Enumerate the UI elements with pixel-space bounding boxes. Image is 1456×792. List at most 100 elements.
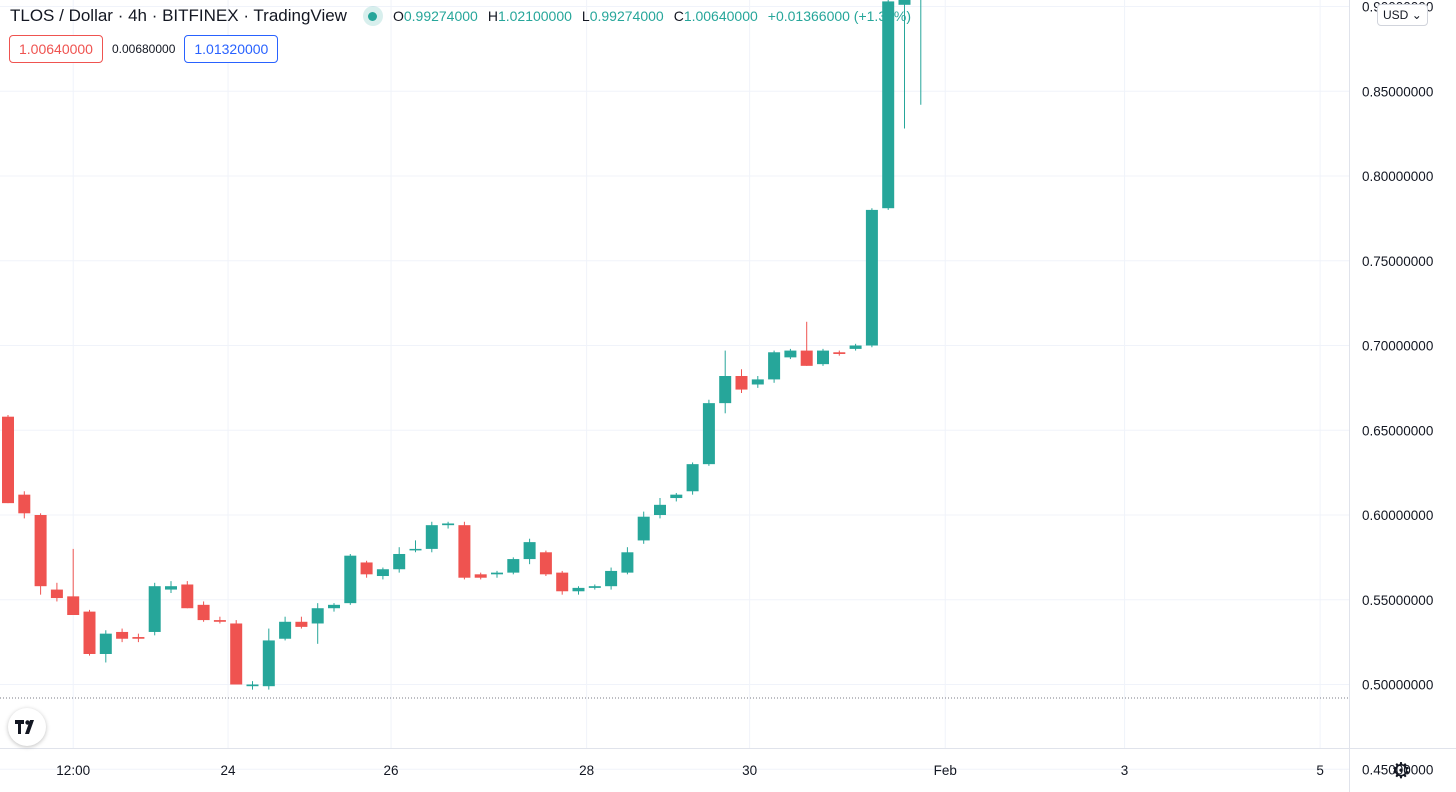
candle-body (213, 620, 226, 622)
x-tick-label: 5 (1316, 763, 1324, 778)
candle-body (311, 608, 324, 624)
candle-body (637, 516, 650, 541)
candle-body (295, 621, 308, 627)
candle-body (621, 552, 634, 573)
candle-body (34, 515, 47, 587)
currency-selector[interactable]: USD ⌄ (1377, 4, 1428, 26)
candle-body (898, 0, 911, 5)
candle-body (670, 494, 683, 499)
candle (702, 399, 715, 466)
candle-body (784, 350, 797, 358)
candle (458, 521, 471, 580)
candle (83, 609, 96, 656)
high-value: 1.02100000 (497, 8, 572, 24)
candle (360, 560, 373, 578)
candle (311, 603, 324, 644)
candle (328, 603, 340, 612)
candle-body (719, 376, 732, 404)
candle (132, 633, 145, 643)
price-axis[interactable]: 0.45000000 0.50000000 0.55000000 0.60000000… (1349, 0, 1434, 792)
candle (230, 620, 243, 685)
buy-button[interactable]: 1.01320000 (184, 35, 279, 63)
x-tick-label: Feb (934, 763, 957, 778)
candle (572, 586, 585, 595)
tv-logo-mark (15, 720, 34, 734)
candle-body (686, 464, 699, 492)
y-tick-label: 0.75000000 (1362, 254, 1433, 269)
candle (865, 208, 878, 348)
candle-body (605, 570, 618, 587)
symbol-title[interactable]: TLOS / Dollar · 4h · BITFINEX · TradingV… (10, 6, 347, 25)
candle (442, 521, 455, 529)
candle (898, 0, 911, 129)
candle (605, 567, 618, 590)
candle-body (2, 416, 14, 504)
candle-body (817, 350, 829, 365)
change-value: +0.01366000 (+1.38%) (767, 8, 912, 24)
spread-value: 0.00680000 (111, 42, 176, 56)
candle (507, 557, 520, 575)
candle (295, 616, 308, 629)
candle-body (833, 352, 846, 354)
candle (621, 547, 634, 575)
candle-body (556, 572, 569, 592)
candle-body (328, 604, 340, 609)
y-tick-label: 0.50000000 (1362, 678, 1433, 693)
y-tick-label: 0.60000000 (1362, 508, 1433, 523)
candle (279, 616, 292, 641)
candle (719, 350, 732, 414)
candle (197, 601, 210, 622)
candle (34, 513, 47, 595)
candle-body (376, 569, 389, 577)
candle (2, 414, 14, 504)
candle (768, 350, 781, 383)
gear-icon[interactable]: ⚙ (1391, 758, 1411, 783)
candle (474, 572, 487, 580)
x-tick-label: 28 (579, 763, 594, 778)
candle (784, 348, 797, 360)
candle-body (735, 376, 748, 390)
candle-body (572, 587, 585, 592)
y-tick-label: 0.45000000 (1362, 762, 1433, 777)
candle (116, 628, 129, 643)
candle-body (132, 637, 145, 639)
y-tick-label: 0.80000000 (1362, 169, 1433, 184)
tradingview-logo-icon[interactable] (8, 708, 46, 746)
candle (148, 582, 161, 636)
candle (817, 348, 829, 366)
candle (67, 548, 80, 616)
candle-body (116, 631, 129, 639)
sell-button[interactable]: 1.00640000 (9, 35, 103, 63)
candle-body (539, 552, 552, 575)
candle (654, 498, 666, 519)
candle-body (425, 525, 438, 549)
candle (670, 492, 683, 502)
candle (800, 321, 813, 366)
market-open-icon (362, 6, 383, 26)
candle (588, 584, 601, 590)
candle-body (262, 640, 275, 687)
x-tick-label: 26 (384, 763, 399, 778)
candle-body (148, 586, 161, 632)
candle-body (458, 525, 471, 578)
candle (262, 628, 275, 690)
candle-body (882, 1, 895, 209)
candle-body (279, 621, 292, 639)
y-tick-label: 0.65000000 (1362, 423, 1433, 438)
candle-body (654, 504, 666, 515)
candle (882, 0, 895, 210)
grid-lines (0, 0, 1349, 770)
range-lines (0, 697, 1349, 699)
close-value: 1.00640000 (683, 8, 758, 24)
currency-label: USD (1383, 8, 1409, 22)
candle-body (393, 553, 406, 570)
candle-body (360, 562, 373, 575)
candle-body (588, 586, 601, 588)
open-label: O (392, 8, 404, 24)
candle-body (442, 523, 455, 526)
time-axis[interactable]: 12:00 24 26 28 30 Feb 3 5 (0, 748, 1456, 779)
candle (849, 343, 862, 351)
candle (491, 570, 503, 578)
candle-body (523, 542, 536, 560)
